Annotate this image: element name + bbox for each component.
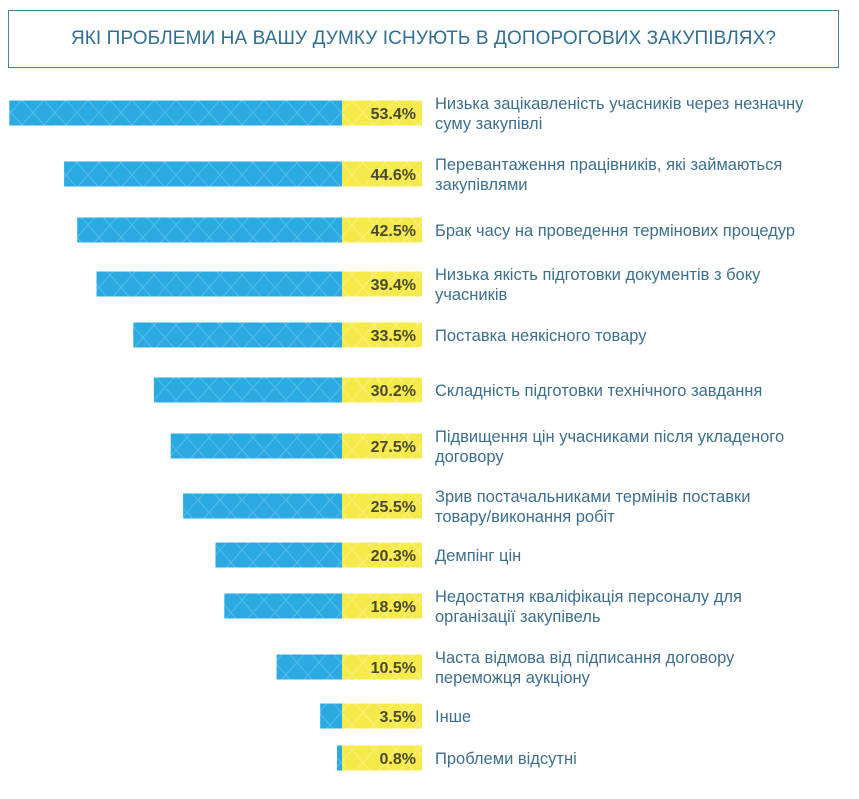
bar (170, 433, 342, 459)
value-box (342, 745, 422, 771)
value-label: 0.8% (380, 751, 416, 768)
category-label: закупівлями (435, 176, 528, 194)
category-label: Підвищення цін учасниками після укладено… (435, 428, 784, 446)
chart-title: ЯКІ ПРОБЛЕМИ НА ВАШУ ДУМКУ ІСНУЮТЬ В ДОП… (70, 28, 777, 49)
value-box (342, 377, 422, 403)
category-label: Низька зацікавленість учасників через не… (435, 95, 804, 113)
value-box (342, 271, 422, 297)
value-box (342, 593, 422, 619)
bar (183, 493, 342, 519)
category-label: Проблеми відсутні (435, 750, 577, 768)
bar (77, 217, 342, 243)
value-label: 44.6% (371, 167, 416, 184)
value-label: 10.5% (371, 660, 416, 677)
category-label: учасників (435, 286, 507, 304)
value-box (342, 100, 422, 126)
category-label: Демпінг цін (435, 547, 521, 565)
value-label: 25.5% (371, 499, 416, 516)
value-label: 39.4% (371, 277, 416, 294)
bar (224, 593, 342, 619)
value-label: 20.3% (371, 548, 416, 565)
value-box (342, 542, 422, 568)
bar (9, 100, 343, 126)
value-box (342, 433, 422, 459)
value-label: 42.5% (371, 223, 416, 240)
value-box (342, 493, 422, 519)
value-label: 18.9% (371, 599, 416, 616)
category-label: Складність підготовки технічного завданн… (435, 382, 762, 400)
category-label: товару/виконання робіт (435, 508, 615, 526)
category-label: Інше (435, 708, 471, 726)
value-box (342, 703, 422, 729)
bar (215, 542, 342, 568)
category-label: переможця аукціону (435, 669, 591, 687)
category-label: Зрив постачальниками термінів поставки (435, 488, 750, 506)
value-box (342, 654, 422, 680)
bar (276, 654, 342, 680)
chart-title-box: ЯКІ ПРОБЛЕМИ НА ВАШУ ДУМКУ ІСНУЮТЬ В ДОП… (8, 10, 839, 68)
category-label: суму закупівлі (435, 115, 542, 133)
category-label: Поставка неякісного товару (435, 327, 647, 345)
value-label: 3.5% (380, 709, 416, 726)
bar (320, 703, 342, 729)
category-label: договору (435, 448, 504, 466)
value-box (342, 217, 422, 243)
bar (153, 377, 342, 403)
bar (337, 745, 342, 771)
bar (64, 161, 342, 187)
value-label: 27.5% (371, 439, 416, 456)
category-label: Перевантаження працівників, які займають… (435, 156, 782, 174)
category-label: організації закупівель (435, 608, 600, 626)
value-label: 53.4% (371, 106, 416, 123)
category-label: Низька якість підготовки документів з бо… (435, 266, 761, 284)
category-label: Часта відмова від підписання договору (435, 649, 735, 667)
category-label: Недостатня кваліфікація персоналу для (435, 588, 742, 606)
bar (96, 271, 342, 297)
value-box (342, 322, 422, 348)
value-box (342, 161, 422, 187)
category-label: Брак часу на проведення термінових проце… (435, 222, 795, 240)
value-label: 33.5% (371, 328, 416, 345)
bar (133, 322, 342, 348)
value-label: 30.2% (371, 383, 416, 400)
